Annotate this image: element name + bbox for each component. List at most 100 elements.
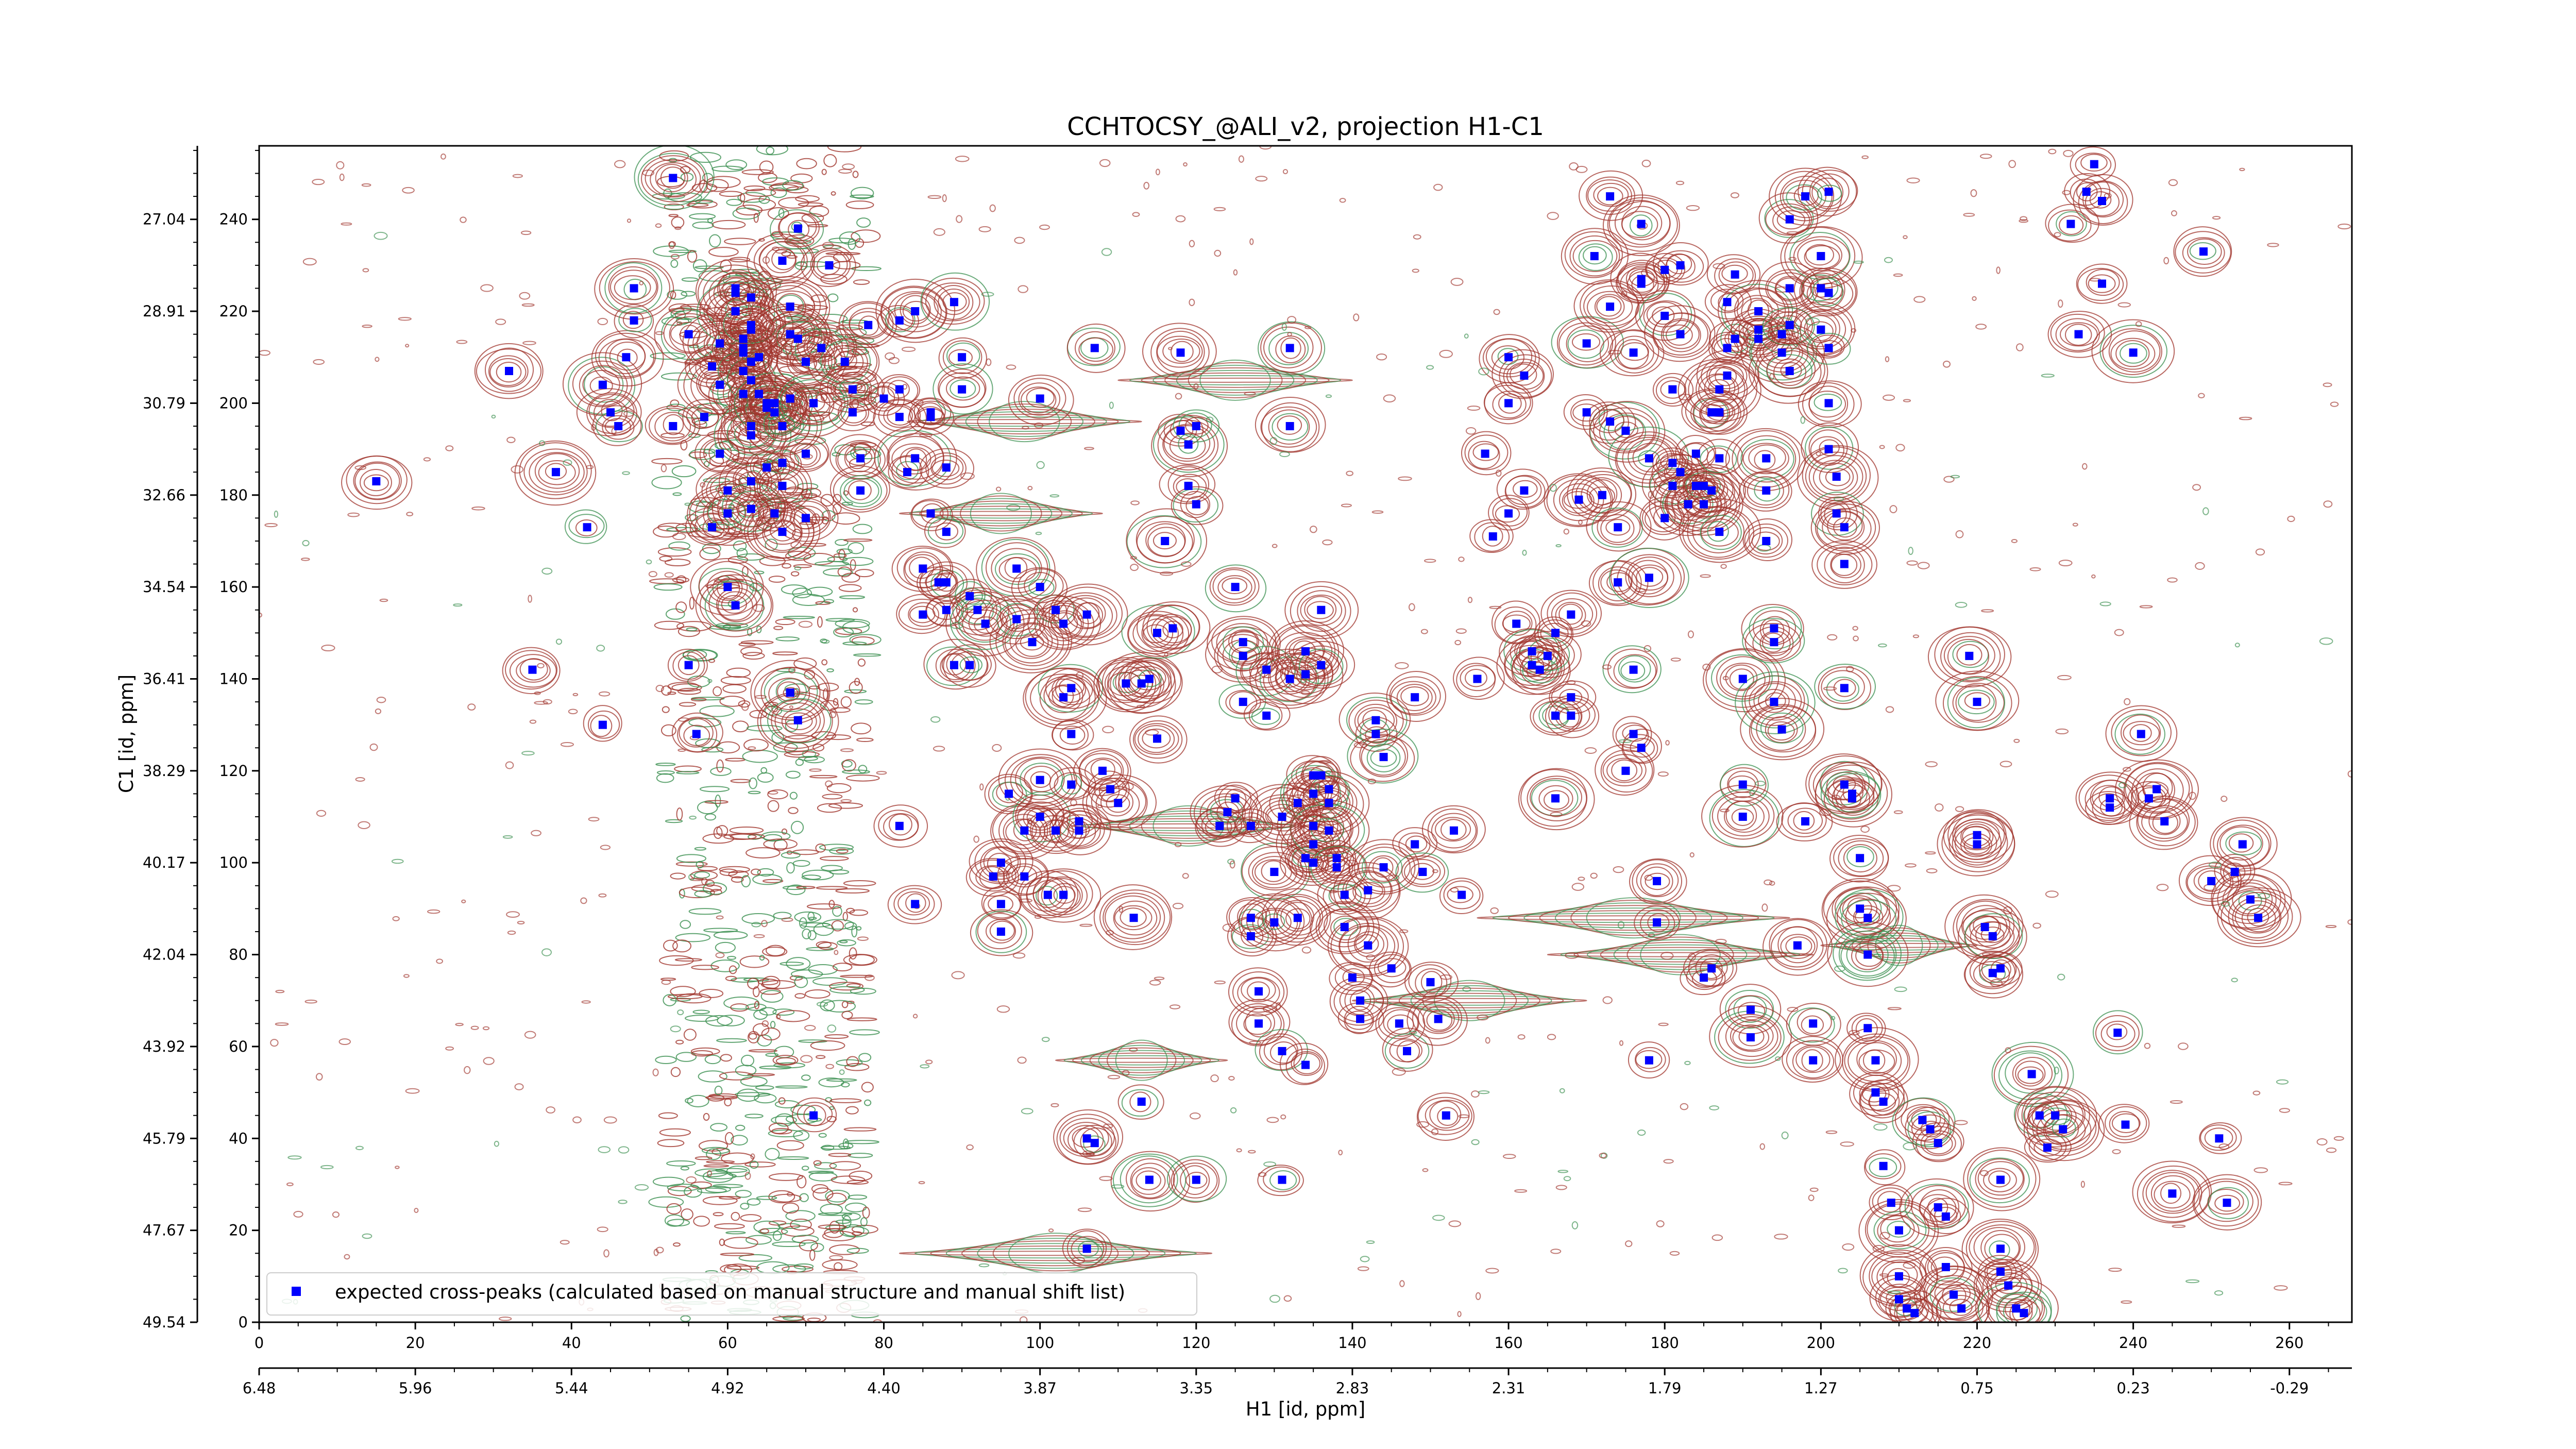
contour-ring [2082,181,2124,218]
contour-ring [2043,1114,2086,1146]
contour-ring [2217,874,2281,924]
contour-ring [2239,167,2245,172]
contour-ring [728,965,737,974]
contour-ring [1720,764,1769,807]
contour-ring [845,1106,859,1115]
contour-ring [488,355,529,387]
contour-ring [1196,807,1242,843]
contour-ring [1185,1172,1208,1189]
contour-ring [898,598,946,630]
contour-ring [785,1210,816,1222]
contour-ring [2139,605,2153,609]
contour-ring [1151,414,1228,478]
contour-ring [667,290,688,300]
contour-ring [848,480,872,500]
contour-ring [771,1193,802,1203]
contour-ring [1680,442,1715,466]
contour-ring [1129,1091,1151,1113]
cross-peak-marker [1379,863,1388,872]
contour-ring [1636,567,1664,587]
contour-ring [775,1085,808,1089]
contour-ring [1741,675,1809,729]
cross-peak-marker [622,353,631,362]
contour-ring [1625,1240,1633,1248]
contour-ring [1043,605,1084,642]
contour-ring [677,1009,684,1016]
contour-ring [1280,1114,1286,1120]
contour-ring [746,724,783,732]
contour-ring [707,679,713,683]
contour-ring [743,185,766,191]
contour-ring [761,1020,769,1027]
contour-ring [1498,393,1522,414]
contour-ring [798,202,824,207]
contour-ring [719,1238,725,1246]
contour-ring [920,1064,930,1069]
contour-ring [1625,265,1658,293]
cross-peak-marker [801,449,810,458]
contour-ring [686,403,720,429]
contour-ring [584,366,624,403]
contour-ring [2117,302,2131,308]
contour-ring [2050,313,2105,353]
contour-ring [1338,922,1399,969]
contour-ring [829,711,837,718]
contour-ring [1263,1161,1277,1167]
cross-peak-marker [684,661,693,669]
contour-ring [834,378,871,403]
contour-ring [1229,860,1235,869]
contour-ring [1744,622,1801,662]
cross-peak-marker [1863,1024,1872,1033]
contour-ring [1510,635,1555,670]
contour-ring [1325,394,1332,398]
cross-peak-marker [1348,973,1357,982]
contour-ring [2099,325,2167,378]
contour-ring [1091,780,1147,823]
contour-ring [679,886,715,899]
contour-ring [645,406,701,445]
contour-ring [1569,235,1620,277]
contour-ring [1243,1013,1272,1035]
contour-ring [842,302,894,345]
contour-ring [361,183,371,187]
contour-ring [375,357,380,362]
contour-ring [1814,664,1876,710]
contour-ring [856,737,874,743]
contour-ring [1677,358,1761,423]
contour-ring [1926,868,1938,873]
contour-ring [751,868,761,875]
contour-ring [1021,1108,1033,1115]
cross-peak-marker [1293,799,1302,807]
contour-ring [529,452,585,493]
contour-ring [770,478,796,496]
contour-ring [2187,238,2222,265]
contour-ring [1613,866,1624,873]
contour-ring [1443,880,1481,909]
contour-ring [1973,1259,2042,1312]
cross-peak-marker [1746,1033,1755,1042]
contour-ring [786,957,811,971]
contour-ring [910,498,953,531]
contour-ring [1095,786,1140,822]
contour-ring [846,1056,859,1067]
contour-ring [405,1088,420,1094]
cross-peak-marker [1801,192,1810,201]
contour-ring [1111,1184,1125,1189]
contour-ring [528,595,532,603]
contour-ring [1569,162,1579,171]
y-tick-label: 120 [219,762,248,780]
contour-ring [637,153,708,206]
contour-ring [1249,658,1284,684]
contour-ring [831,191,836,196]
contour-ring [1058,595,1113,637]
contour-ring [1073,748,1131,796]
contour-ring [2192,484,2201,491]
contour-ring [1628,439,1673,476]
contour-ring [1497,348,1519,365]
contour-ring [1283,1295,1292,1302]
contour-ring [877,430,951,487]
cross-peak-marker [973,605,982,614]
contour-ring [1086,778,1148,828]
contour-ring [2189,242,2216,260]
contour-ring [1085,1152,1095,1156]
